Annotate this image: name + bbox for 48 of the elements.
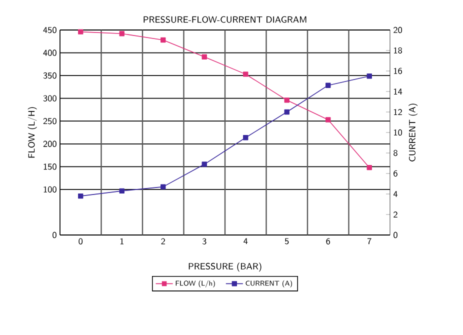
point [326,82,331,88]
y-tick-label: 0 [52,232,56,238]
point [284,109,290,115]
y-tick-label: 450 [43,26,56,34]
point [243,135,248,140]
y-tick-label: 150 [44,164,56,170]
y-tick-label: 300 [43,95,56,102]
point [202,54,207,60]
x-tick-label: 3 [202,238,206,244]
point [78,29,84,34]
y2-tick-label: 10 [394,129,402,136]
y2-tick-label: 18 [394,47,402,54]
x-tick-label: 7 [367,238,372,244]
y2-tick-label: 20 [394,26,402,34]
x-tick-label: 6 [326,238,330,244]
y-tick-label: 400 [43,50,56,56]
y2-tick-label: 8 [394,150,398,156]
point [202,162,207,167]
y-axis-title: FLOW (L/H) [28,107,37,158]
point [366,164,372,170]
x-tick-label: 2 [161,238,165,244]
x-tick-label: 1 [120,238,124,244]
point [119,31,124,36]
point [243,72,248,77]
y-tick-label: 100 [44,186,56,193]
y2-tick-label: 16 [394,68,402,74]
x-tick-label: 5 [284,238,289,244]
y2-tick-label: 2 [394,211,398,218]
point [160,184,166,190]
point [326,117,331,122]
y2-tick-label: 6 [394,170,398,177]
y2-tick-label: 14 [394,88,402,95]
y-tick-label: 250 [43,118,56,124]
x-tick-label: 4 [244,238,248,244]
point [160,37,166,43]
x-axis-title: PRESSURE (BAR) [188,262,262,272]
y-tick-label: 350 [43,72,56,79]
y2-tick-label: 0 [394,232,398,238]
y2-axis-title: CURRENT (A) [408,104,418,162]
y2-tick-label: 4 [393,191,398,197]
y-tick-label: 200 [43,140,56,148]
point [284,98,290,103]
point [78,193,84,199]
x-tick-label: 0 [78,238,83,244]
chart-title: PRESSURE-FLOW-CURRENT DIAGRAM [144,16,306,23]
point [366,74,372,79]
y2-tick-label: 12 [394,108,402,116]
point [119,188,124,194]
